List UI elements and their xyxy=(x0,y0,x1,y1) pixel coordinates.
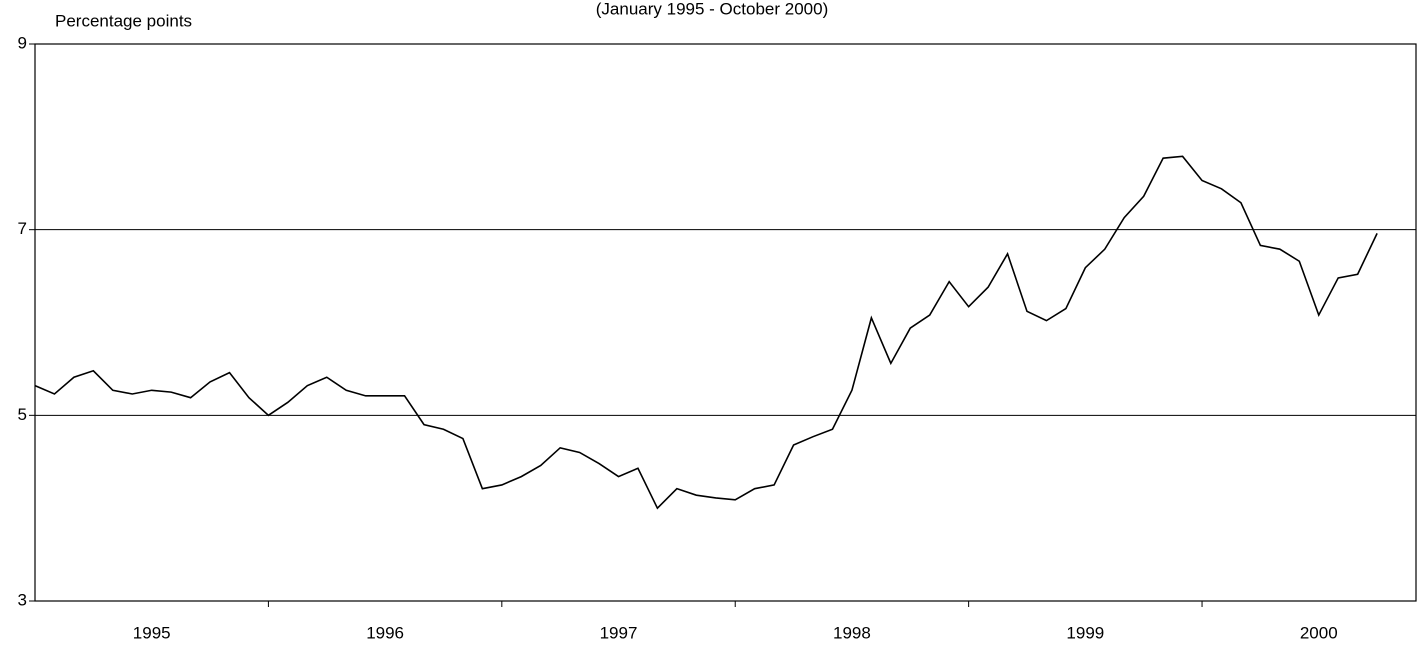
x-tick-label: 1996 xyxy=(366,623,404,642)
x-tick-label: 1998 xyxy=(833,623,871,642)
x-tick-label: 1995 xyxy=(133,623,171,642)
y-tick-label: 5 xyxy=(18,405,27,424)
x-tick-label: 1999 xyxy=(1066,623,1104,642)
x-tick-label: 2000 xyxy=(1300,623,1338,642)
y-tick-label: 7 xyxy=(18,219,27,238)
y-tick-label: 9 xyxy=(18,33,27,52)
chart-subtitle: (January 1995 - October 2000) xyxy=(596,0,828,18)
line-series xyxy=(34,155,1378,510)
x-tick-label: 1997 xyxy=(600,623,638,642)
y-axis-label: Percentage points xyxy=(55,11,192,30)
y-tick-label: 3 xyxy=(18,590,27,609)
plot-frame xyxy=(34,43,1417,602)
